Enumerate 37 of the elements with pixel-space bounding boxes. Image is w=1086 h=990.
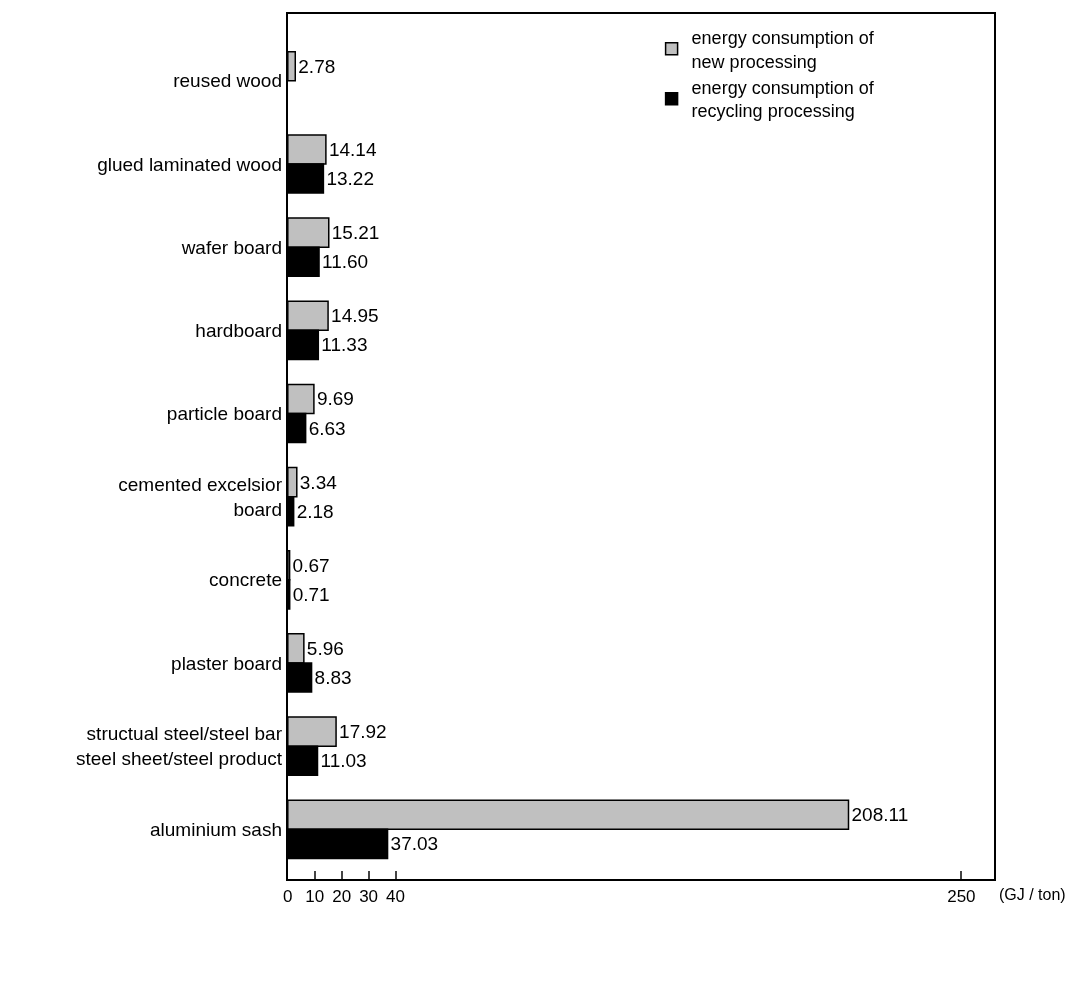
data-label: 11.60 [322, 251, 369, 273]
x-tick-label: 20 [332, 886, 352, 906]
data-label: 208.11 [851, 804, 909, 826]
y-tick-label: particle board [166, 403, 282, 425]
data-label: 17.92 [339, 721, 387, 743]
y-tick-label: aluminium sash [149, 818, 282, 840]
y-tick-label: plaster board [171, 652, 282, 674]
data-label: 14.95 [331, 305, 379, 327]
data-label: 13.22 [326, 168, 374, 190]
y-tick-label: hardboard [195, 319, 282, 341]
data-label: 37.03 [390, 833, 439, 855]
x-axis-title: (GJ / ton) [999, 886, 1066, 903]
data-label: 0.67 [292, 554, 330, 576]
x-tick-label: 30 [359, 886, 379, 906]
x-tick-label: 10 [305, 886, 325, 906]
data-label: 11.03 [320, 750, 367, 772]
legend-label: energy consumption of recycling processing [691, 77, 875, 122]
data-label: 15.21 [331, 222, 380, 244]
data-label: 0.71 [292, 583, 330, 605]
x-tick-label: 250 [947, 886, 976, 906]
data-label: 8.83 [314, 667, 352, 689]
y-tick-label: reused wood [173, 70, 282, 92]
y-tick-label: glued laminated wood [97, 153, 282, 175]
data-label: 2.78 [298, 55, 336, 77]
y-tick-label: cemented excelsior board [118, 473, 283, 520]
data-label: 11.33 [321, 334, 368, 356]
data-label: 9.69 [316, 388, 354, 410]
data-label: 3.34 [299, 471, 338, 493]
y-tick-label: wafer board [180, 236, 282, 258]
data-label: 2.18 [296, 500, 334, 522]
data-label: 5.96 [306, 637, 344, 659]
y-tick-label: structual steel/steel bar steel sheet/steel product [76, 723, 283, 770]
y-tick-label: concrete [209, 569, 282, 591]
data-label: 6.63 [308, 417, 346, 439]
data-label: 14.14 [328, 138, 377, 160]
x-tick-label: 0 [283, 886, 293, 906]
x-tick-label: 40 [386, 886, 406, 906]
